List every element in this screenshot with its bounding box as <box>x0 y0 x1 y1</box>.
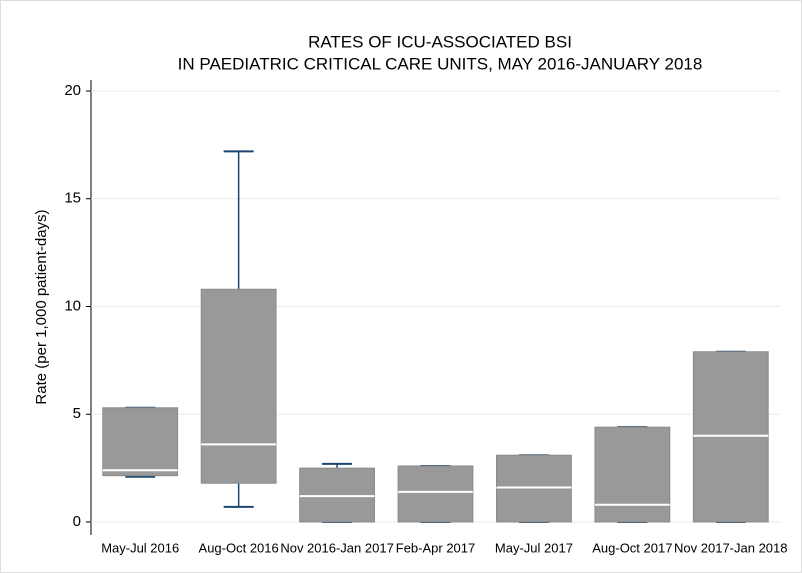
x-tick-label: Nov 2017-Jan 2018 <box>674 540 787 555</box>
y-tick-label: 20 <box>64 82 81 99</box>
box <box>102 407 179 477</box>
chart-title: RATES OF ICU-ASSOCIATED BSI <box>308 32 572 51</box>
box <box>496 454 572 523</box>
x-tick-label: Aug-Oct 2017 <box>592 540 672 555</box>
box <box>594 426 671 523</box>
x-tick-label: May-Jul 2016 <box>101 540 179 555</box>
box <box>692 351 769 523</box>
box <box>200 288 277 484</box>
y-tick-label: 15 <box>64 190 81 207</box>
x-tick-label: Feb-Apr 2017 <box>396 540 476 555</box>
x-tick-label: Aug-Oct 2016 <box>199 540 279 555</box>
box <box>299 467 375 523</box>
box <box>397 465 474 523</box>
x-tick-label: May-Jul 2017 <box>495 540 573 555</box>
y-tick-label: 0 <box>73 513 81 530</box>
y-tick-label: 10 <box>64 297 81 314</box>
chart-title: IN PAEDIATRIC CRITICAL CARE UNITS, MAY 2… <box>178 54 703 73</box>
y-axis-label: Rate (per 1,000 patient-days) <box>33 209 50 404</box>
x-tick-label: Nov 2016-Jan 2017 <box>280 540 393 555</box>
y-tick-label: 5 <box>73 405 81 422</box>
